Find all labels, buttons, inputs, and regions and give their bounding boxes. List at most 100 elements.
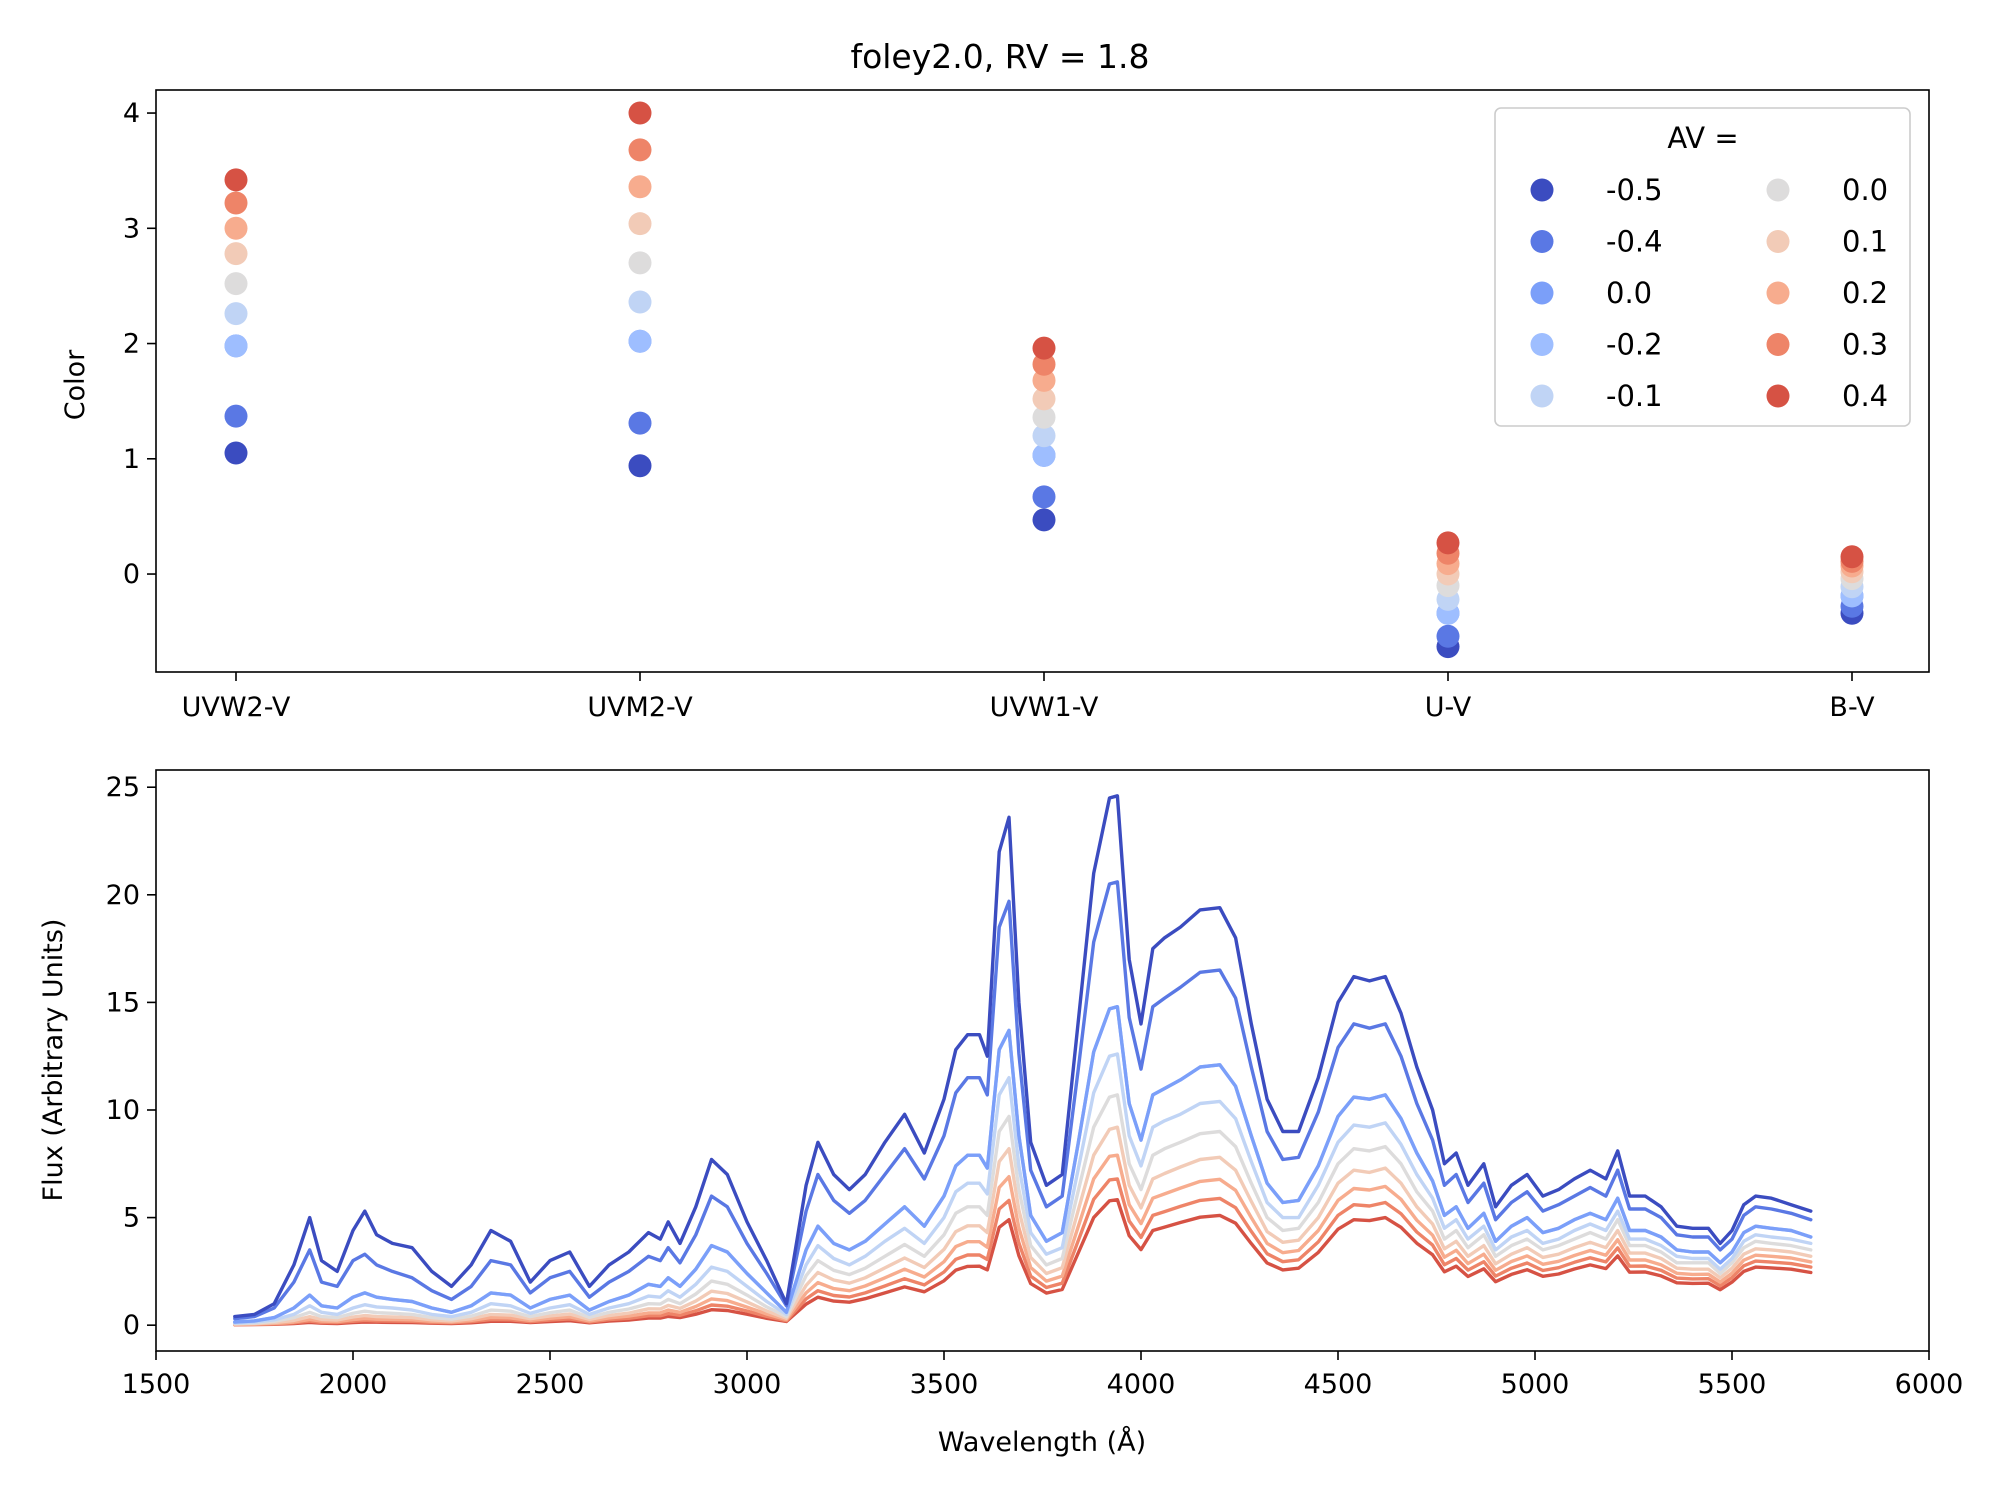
av-legend: AV = -0.5 -0.4 0.0 -0.2 -0.1 0.0 0.1 0.2 0.3 0.4	[1494, 107, 1911, 427]
color-y-axis: 0 1 2 3 4	[123, 98, 156, 590]
flux-y-tick-label: 5	[123, 1203, 140, 1234]
color-y-tick-label: 1	[123, 444, 140, 475]
color-y-tick-label: 4	[123, 98, 140, 129]
legend-marker	[1766, 333, 1790, 356]
color-point	[628, 411, 652, 435]
flux-series-line	[233, 1005, 1813, 1324]
flux-y-tick-label: 20	[106, 880, 140, 911]
flux-x-tick-label: 3500	[910, 1369, 979, 1400]
color-x-tick-label: U-V	[1425, 692, 1472, 723]
color-point	[628, 454, 652, 478]
color-point	[1032, 368, 1056, 392]
flux-x-tick-label: 5000	[1501, 1369, 1570, 1400]
color-point	[628, 329, 652, 353]
legend-marker	[1766, 230, 1790, 253]
color-plot-frame	[155, 89, 1930, 673]
color-scatter-marks	[224, 101, 1864, 659]
color-point	[628, 290, 652, 314]
legend-marker	[1530, 384, 1554, 408]
legend-label: 0.4	[1842, 379, 1888, 413]
flux-y-axis: 0 5 10 15 20 25	[106, 772, 156, 1341]
flux-y-tick-label: 25	[106, 772, 140, 803]
flux-plot-frame	[155, 769, 1930, 1352]
flux-x-tick-label: 3000	[713, 1369, 782, 1400]
color-point	[224, 216, 248, 240]
legend-label: -0.4	[1606, 225, 1663, 259]
color-point	[224, 242, 248, 266]
flux-series-line	[233, 794, 1813, 1319]
flux-y-tick-label: 10	[106, 1095, 140, 1126]
color-point	[1436, 624, 1460, 648]
flux-x-tick-label: 2500	[516, 1369, 585, 1400]
color-point	[1032, 352, 1056, 376]
legend-marker	[1530, 281, 1554, 305]
figure-title: foley2.0, RV = 1.8	[850, 37, 1149, 76]
color-point	[1840, 545, 1864, 569]
legend-label: 0.1	[1842, 225, 1888, 259]
flux-y-axis-label: Flux (Arbitrary Units)	[38, 919, 69, 1202]
color-point	[1032, 424, 1056, 448]
legend-label: -0.2	[1606, 328, 1663, 362]
color-x-tick-label: UVM2-V	[587, 692, 693, 723]
legend-marker	[1530, 230, 1554, 253]
color-y-tick-label: 0	[123, 559, 140, 590]
color-point	[1032, 405, 1056, 429]
color-point	[224, 272, 248, 296]
color-point	[628, 251, 652, 275]
color-y-axis-label: Color	[60, 349, 91, 420]
flux-y-tick-label: 15	[106, 987, 140, 1018]
color-point	[1436, 531, 1460, 555]
flux-series-line	[233, 1093, 1813, 1326]
color-point	[1032, 387, 1056, 411]
color-point	[628, 138, 652, 162]
flux-x-axis: 1500 2000 2500 3000 3500 4000 4500 5000 5500 6000	[122, 1351, 1964, 1400]
color-point	[224, 404, 248, 428]
color-series-4	[224, 290, 1864, 611]
color-point	[224, 168, 248, 192]
flux-spectrum-panel: 0 5 10 15 20 25 1500 2000 2500 3000 3500 4000 4500 5…	[38, 769, 1964, 1458]
color-point	[628, 212, 652, 236]
color-point	[224, 334, 248, 358]
flux-x-tick-label: 4500	[1304, 1369, 1373, 1400]
flux-series-line	[233, 1052, 1813, 1325]
color-x-tick-label: UVW1-V	[990, 692, 1099, 723]
color-point	[1032, 508, 1056, 532]
legend-title: AV =	[1667, 121, 1738, 155]
legend-items: -0.5 -0.4 0.0 -0.2 -0.1 0.0 0.1 0.2 0.3 0.4	[1530, 173, 1888, 413]
legend-marker	[1530, 333, 1554, 356]
legend-marker	[1530, 178, 1554, 202]
flux-series-lines	[233, 794, 1813, 1327]
flux-x-tick-label: 1500	[122, 1369, 191, 1400]
color-point	[1032, 485, 1056, 509]
color-point	[1032, 443, 1056, 467]
flux-series-line	[233, 880, 1813, 1321]
legend-label: 0.2	[1842, 276, 1888, 310]
flux-x-axis-label: Wavelength (Å)	[938, 1426, 1146, 1458]
legend-label: 0.3	[1842, 328, 1888, 362]
color-scatter-panel: 0 1 2 3 4 UVW2-V UVM2-V UVW1-V U-V B-V Color AV …	[60, 89, 1930, 723]
flux-series-line	[233, 1125, 1813, 1326]
legend-label: 0.0	[1606, 276, 1652, 310]
flux-x-tick-label: 2000	[319, 1369, 388, 1400]
flux-x-tick-label: 6000	[1895, 1369, 1964, 1400]
legend-label: -0.5	[1606, 173, 1663, 207]
legend-marker	[1766, 178, 1790, 202]
flux-x-tick-label: 5500	[1698, 1369, 1767, 1400]
legend-marker	[1766, 384, 1790, 408]
color-point	[628, 175, 652, 199]
flux-series-line	[233, 1153, 1813, 1326]
color-point	[1032, 336, 1056, 360]
color-y-tick-label: 3	[123, 213, 140, 244]
color-y-tick-label: 2	[123, 329, 140, 360]
color-point	[628, 101, 652, 125]
flux-x-tick-label: 4000	[1107, 1369, 1176, 1400]
legend-frame	[1494, 107, 1911, 427]
legend-label: 0.0	[1842, 173, 1888, 207]
color-point	[224, 441, 248, 465]
flux-y-tick-label: 0	[123, 1310, 140, 1341]
color-x-tick-label: B-V	[1829, 692, 1875, 723]
color-series-9	[224, 101, 1864, 569]
color-x-tick-label: UVW2-V	[182, 692, 291, 723]
legend-marker	[1766, 281, 1790, 305]
